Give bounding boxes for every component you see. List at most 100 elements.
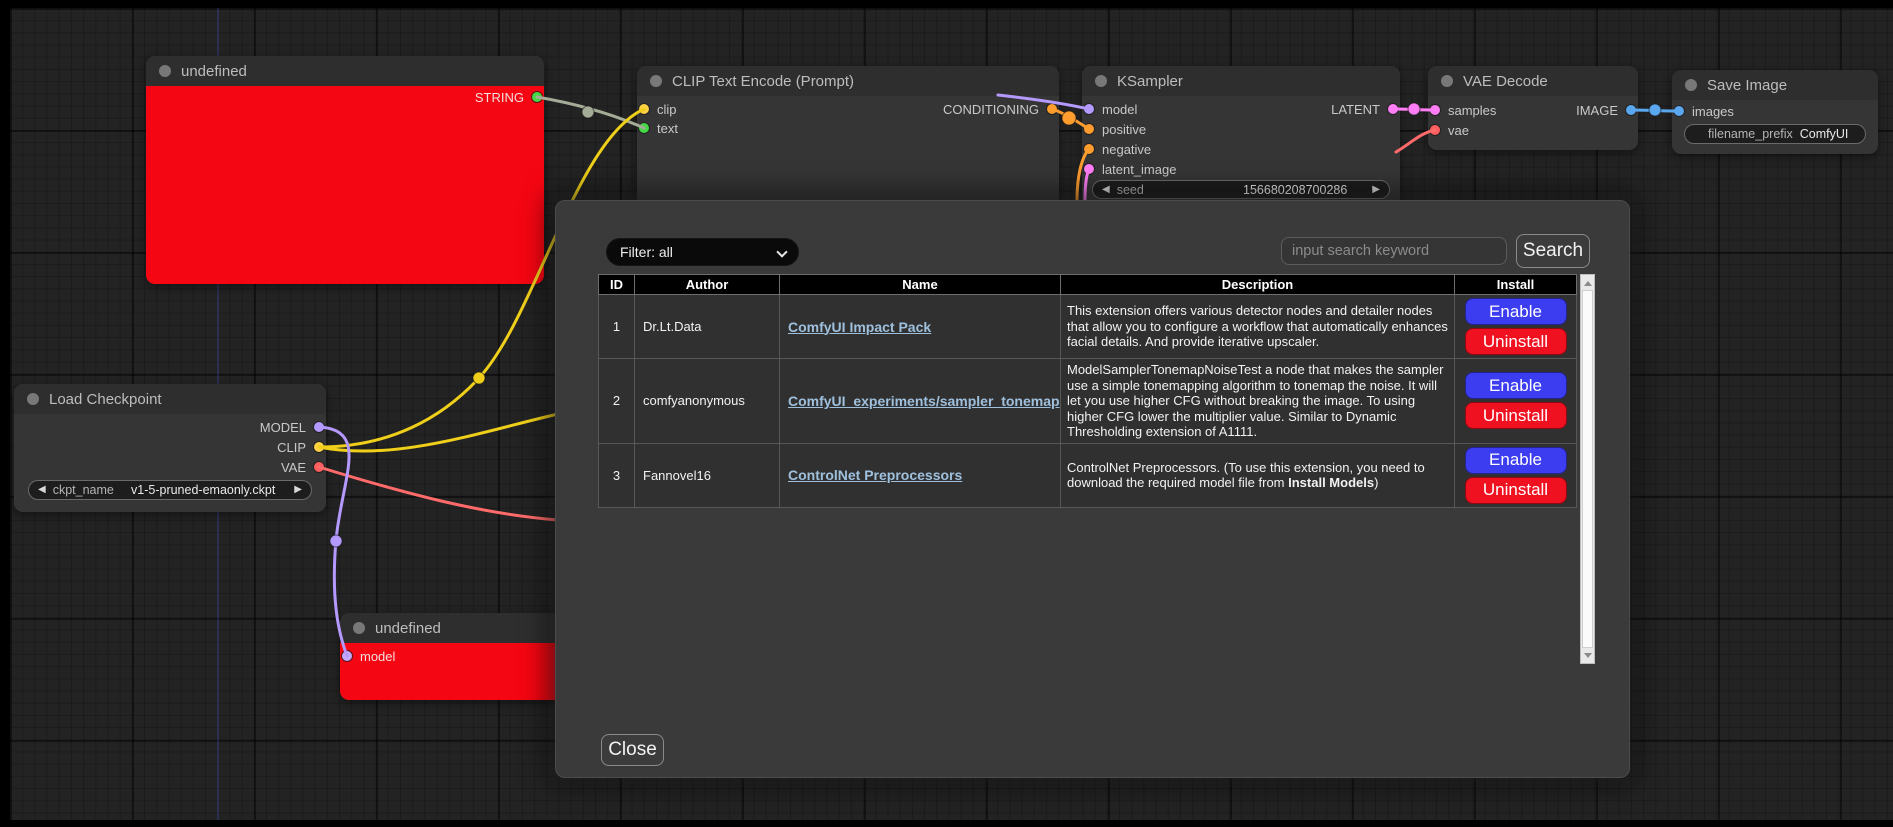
input-dot-images[interactable] xyxy=(1674,106,1684,116)
author-cell: Dr.Lt.Data xyxy=(634,294,780,359)
table-scrollbar[interactable] xyxy=(1580,274,1595,664)
widget-prev-icon[interactable]: ◀ xyxy=(38,484,46,495)
node-save-image[interactable]: Save Image images filename_prefix ComfyU… xyxy=(1672,70,1878,154)
triangle-down-icon xyxy=(1583,652,1592,658)
input-dot-clip[interactable] xyxy=(639,104,649,114)
enable-button[interactable]: Enable xyxy=(1464,372,1567,400)
scroll-up-arrow[interactable] xyxy=(1581,276,1594,290)
install-cell: Enable Uninstall xyxy=(1454,358,1577,444)
row-id-cell: 3 xyxy=(598,442,635,508)
node-title-bar: Load Checkpoint xyxy=(14,384,326,414)
filter-select[interactable]: Filter: all xyxy=(606,238,799,266)
node-collapse-dot[interactable] xyxy=(159,65,171,77)
name-cell: ComfyUI_experiments/sampler_tonemap xyxy=(779,358,1061,444)
output-dot-string[interactable] xyxy=(532,92,542,102)
node-title: undefined xyxy=(181,62,247,80)
node-collapse-dot[interactable] xyxy=(353,622,365,634)
extension-link[interactable]: ComfyUI_experiments/sampler_tonemap xyxy=(788,392,1060,409)
description-cell: ModelSamplerTonemapNoiseTest a node that… xyxy=(1060,358,1455,444)
node-title: Save Image xyxy=(1707,76,1788,94)
input-dot-model[interactable] xyxy=(1084,104,1094,114)
node-load-checkpoint[interactable]: Load Checkpoint MODEL CLIP VAE ◀ ckpt_na… xyxy=(14,384,326,512)
node-title-bar: Save Image xyxy=(1672,70,1878,100)
node-collapse-dot[interactable] xyxy=(27,393,39,405)
output-label: CLIP xyxy=(277,439,306,455)
input-label: latent_image xyxy=(1102,161,1177,177)
input-dot-latent-image[interactable] xyxy=(1084,164,1094,174)
row-id-cell: 2 xyxy=(598,358,635,444)
uninstall-button[interactable]: Uninstall xyxy=(1464,476,1567,504)
extension-row: 3 Fannovel16 ControlNet Preprocessors Contr… xyxy=(598,442,1577,508)
extension-link[interactable]: ComfyUI Impact Pack xyxy=(788,318,932,335)
output-dot-image[interactable] xyxy=(1626,105,1636,115)
node-vae-decode[interactable]: VAE Decode samples vae IMAGE xyxy=(1428,66,1638,150)
enable-button[interactable]: Enable xyxy=(1464,446,1567,474)
extension-row: 2 comfyanonymous ComfyUI_experiments/sampl… xyxy=(598,358,1577,444)
node-ksampler[interactable]: KSampler model positive negative latent_… xyxy=(1082,66,1400,206)
extensions-table-body: 1 Dr.Lt.Data ComfyUI Impact Pack This exten… xyxy=(598,294,1577,508)
input-dot-text[interactable] xyxy=(639,123,649,133)
scrollbar-thumb[interactable] xyxy=(1582,290,1593,648)
input-dot-vae[interactable] xyxy=(1430,125,1440,135)
install-cell: Enable Uninstall xyxy=(1454,442,1577,508)
widget-prev-icon[interactable]: ◀ xyxy=(1102,183,1110,195)
ckpt-name-widget[interactable]: ◀ ckpt_name v1-5-pruned-emaonly.ckpt ▶ xyxy=(28,480,312,500)
triangle-up-icon xyxy=(1583,280,1592,286)
column-header-install: Install xyxy=(1454,274,1577,295)
widget-next-icon[interactable]: ▶ xyxy=(294,484,302,495)
enable-button[interactable]: Enable xyxy=(1464,298,1567,325)
node-title-bar: undefined xyxy=(146,56,544,86)
output-label: VAE xyxy=(280,459,306,475)
output-label: LATENT xyxy=(1331,101,1380,117)
uninstall-button[interactable]: Uninstall xyxy=(1464,328,1567,355)
description-cell: ControlNet Preprocessors. (To use this e… xyxy=(1060,442,1455,508)
node-collapse-dot[interactable] xyxy=(650,75,662,87)
node-collapse-dot[interactable] xyxy=(1685,79,1697,91)
input-label: negative xyxy=(1102,141,1152,157)
input-dot-positive[interactable] xyxy=(1084,124,1094,134)
input-label: model xyxy=(1102,101,1138,117)
author-cell: Fannovel16 xyxy=(634,442,780,508)
node-title: Load Checkpoint xyxy=(49,390,162,408)
column-header-name: Name xyxy=(779,274,1061,295)
output-dot-latent[interactable] xyxy=(1388,104,1398,114)
filter-select-wrap: Filter: all xyxy=(606,238,799,266)
output-dot-conditioning[interactable] xyxy=(1047,104,1057,114)
widget-value: ComfyUI xyxy=(1799,127,1849,141)
widget-next-icon[interactable]: ▶ xyxy=(1372,183,1380,195)
search-input[interactable] xyxy=(1281,237,1507,265)
node-title: VAE Decode xyxy=(1463,72,1548,90)
widget-label: filename_prefix xyxy=(1708,127,1793,141)
uninstall-button[interactable]: Uninstall xyxy=(1464,402,1567,430)
node-undefined-bottom[interactable]: undefined model xyxy=(340,613,568,700)
error-node-body: STRING xyxy=(146,86,544,284)
input-dot-samples[interactable] xyxy=(1430,105,1440,115)
output-dot-clip[interactable] xyxy=(314,442,324,452)
column-header-description: Description xyxy=(1060,274,1455,295)
extension-row: 1 Dr.Lt.Data ComfyUI Impact Pack This exten… xyxy=(598,294,1577,359)
node-undefined-top[interactable]: undefined STRING xyxy=(146,56,544,284)
widget-label: seed xyxy=(1116,182,1144,197)
filename-prefix-widget[interactable]: filename_prefix ComfyUI xyxy=(1684,124,1866,144)
node-clip-text-encode[interactable]: CLIP Text Encode (Prompt) clip text COND… xyxy=(637,66,1059,201)
column-header-id: ID xyxy=(598,274,635,295)
input-dot-negative[interactable] xyxy=(1084,144,1094,154)
input-label: positive xyxy=(1102,121,1147,137)
output-dot-vae[interactable] xyxy=(314,462,324,472)
seed-widget[interactable]: ◀ seed 156680208700286 ▶ xyxy=(1092,180,1390,199)
close-button[interactable]: Close xyxy=(601,734,664,766)
extension-link[interactable]: ControlNet Preprocessors xyxy=(788,467,963,484)
search-button[interactable]: Search xyxy=(1516,234,1590,268)
node-collapse-dot[interactable] xyxy=(1441,75,1453,87)
widget-value: 156680208700286 xyxy=(1243,182,1348,197)
input-dot-model[interactable] xyxy=(342,651,352,661)
input-label: text xyxy=(657,120,678,136)
install-cell: Enable Uninstall xyxy=(1454,294,1577,359)
error-node-body: model xyxy=(340,643,568,700)
node-collapse-dot[interactable] xyxy=(1095,75,1107,87)
extensions-table-container: ID Author Name Description Install 1 Dr.Lt.Da… xyxy=(598,274,1595,664)
scroll-down-arrow[interactable] xyxy=(1581,648,1594,662)
extension-manager-dialog: Filter: all Search IDAuthorNameDescripti… xyxy=(555,200,1630,778)
output-dot-model[interactable] xyxy=(314,422,324,432)
node-title: KSampler xyxy=(1117,72,1183,90)
